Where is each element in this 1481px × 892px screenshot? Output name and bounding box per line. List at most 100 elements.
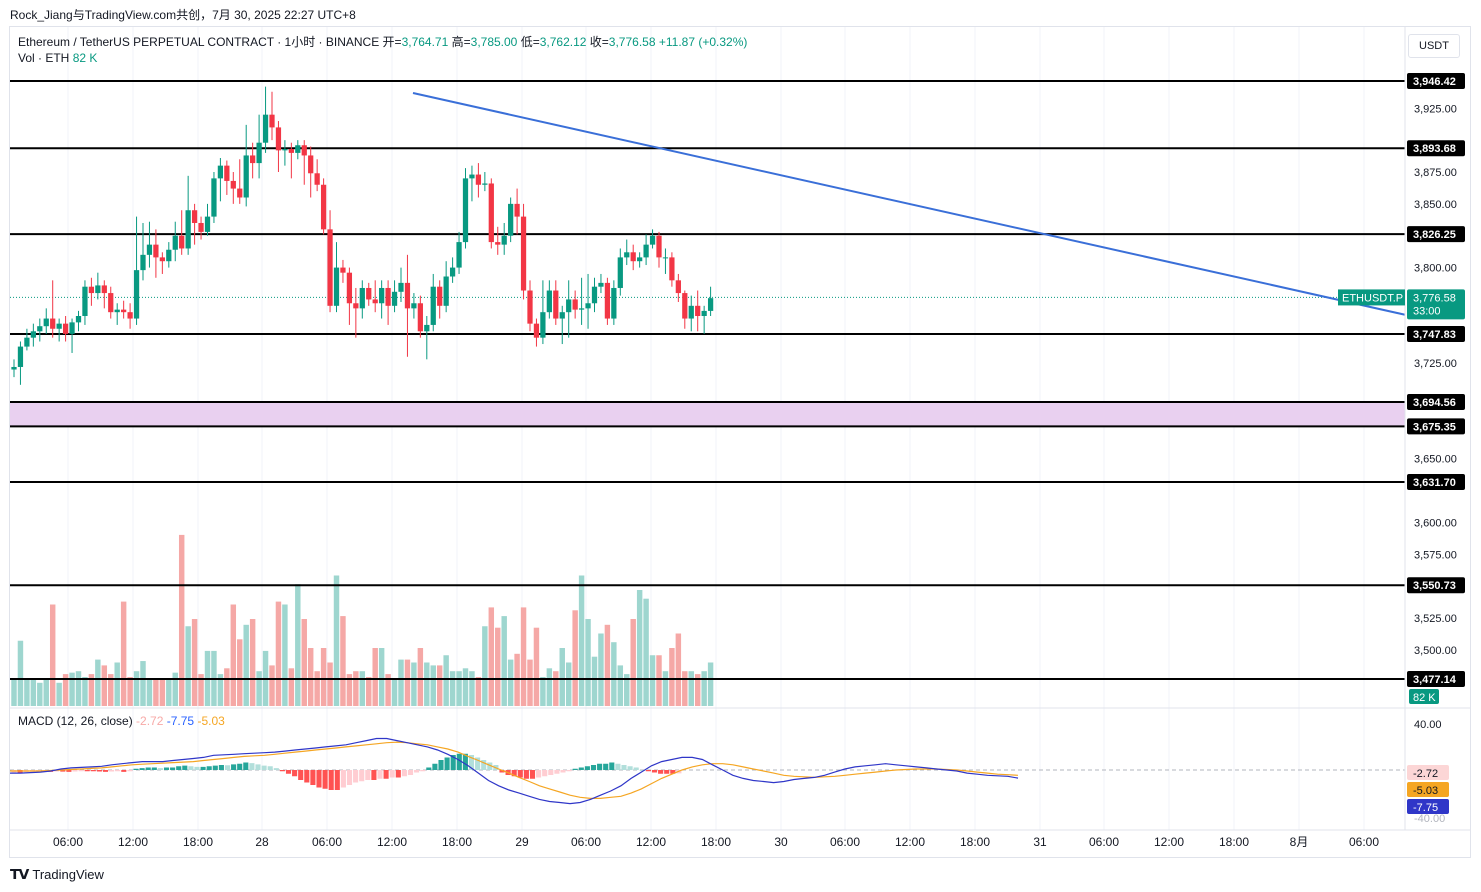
volume-bar bbox=[256, 671, 262, 706]
macd-line-tag-text: -7.75 bbox=[1413, 802, 1438, 814]
candle-body bbox=[56, 323, 62, 329]
volume-bar bbox=[669, 648, 675, 706]
candle-body bbox=[340, 267, 346, 273]
macd-hist-bar bbox=[84, 770, 90, 772]
volume-bar bbox=[37, 682, 43, 706]
high-value: 3,785.00 bbox=[470, 35, 518, 49]
volume-bar bbox=[527, 659, 533, 706]
candle-body bbox=[540, 312, 546, 338]
level-label-text: 3,893.68 bbox=[1413, 143, 1456, 155]
macd-hist-bar bbox=[542, 770, 548, 777]
candle-body bbox=[237, 188, 243, 198]
macd-hist-bar bbox=[353, 770, 359, 783]
low-value: 3,762.12 bbox=[539, 35, 587, 49]
high-label: 高= bbox=[451, 35, 471, 49]
change-value: +11.87 (+0.32%) bbox=[658, 35, 748, 49]
macd-hist-bar bbox=[438, 760, 444, 770]
candle-body bbox=[514, 203, 520, 217]
volume-bar bbox=[88, 674, 95, 706]
macd-hist-bar bbox=[188, 766, 194, 770]
macd-main-line bbox=[10, 737, 1019, 805]
currency-selector[interactable]: USDT bbox=[1408, 34, 1460, 58]
volume-bar bbox=[656, 655, 662, 706]
candle-body bbox=[185, 210, 191, 249]
volume-bar bbox=[243, 624, 249, 706]
candle-body bbox=[269, 114, 275, 128]
macd-hist-bar bbox=[487, 762, 493, 770]
volume-bar bbox=[275, 601, 282, 706]
candle-body bbox=[379, 287, 385, 304]
volume-bar bbox=[630, 619, 636, 706]
macd-hist-bar bbox=[218, 765, 224, 770]
volume-bar bbox=[617, 665, 624, 706]
macd-hist-bar bbox=[407, 770, 414, 775]
macd-hist-bar bbox=[499, 770, 505, 773]
candle-body bbox=[437, 286, 443, 306]
volume-legend: Vol · ETH 82 K bbox=[18, 51, 97, 65]
candle-body bbox=[443, 276, 449, 306]
volume-bar bbox=[649, 655, 656, 706]
candle-body bbox=[707, 298, 714, 311]
candle-body bbox=[243, 155, 249, 198]
candle-body bbox=[359, 287, 365, 309]
candle-body bbox=[566, 299, 572, 313]
candle-body bbox=[301, 145, 307, 156]
candle-body bbox=[288, 149, 294, 153]
time-tick-label: 12:00 bbox=[895, 835, 925, 849]
level-label-text: 3,747.83 bbox=[1413, 329, 1456, 341]
zone-fill bbox=[10, 401, 1405, 427]
time-tick-label: 18:00 bbox=[960, 835, 990, 849]
volume-bar bbox=[346, 674, 353, 706]
macd-hist-bar bbox=[566, 770, 572, 772]
candle-body bbox=[559, 312, 565, 319]
volume-bar bbox=[611, 642, 617, 706]
volume-bar bbox=[166, 679, 172, 706]
level-label-box bbox=[1407, 140, 1465, 157]
macd-hist-bar bbox=[322, 770, 328, 789]
volume-bar bbox=[456, 671, 462, 706]
time-tick-label: 18:00 bbox=[442, 835, 472, 849]
volume-bar bbox=[159, 678, 166, 706]
level-label-text: 3,550.73 bbox=[1413, 580, 1456, 592]
time-tick-label: 06:00 bbox=[830, 835, 860, 849]
symbol-legend: Ethereum / TetherUS PERPETUAL CONTRACT ·… bbox=[18, 34, 747, 51]
volume-bar bbox=[501, 616, 507, 706]
macd-hist-bar bbox=[163, 767, 170, 770]
candle-body bbox=[391, 291, 398, 306]
volume-bar bbox=[17, 640, 24, 706]
price-tick-label: 3,850.00 bbox=[1414, 199, 1457, 211]
macd-hist-bar bbox=[578, 767, 584, 770]
macd-axis-bottom: -40.00 bbox=[1414, 813, 1445, 825]
macd-hist-bar bbox=[109, 770, 115, 772]
price-tick-label: 3,650.00 bbox=[1414, 454, 1457, 466]
macd-hist-bar bbox=[340, 770, 346, 788]
brand-footer[interactable]: 𝗧𝗩 TradingView bbox=[10, 866, 104, 883]
volume-bar bbox=[340, 616, 346, 706]
volume-bar bbox=[295, 584, 301, 706]
grid-lines bbox=[67, 27, 1365, 830]
candle-body bbox=[372, 299, 378, 304]
candle-body bbox=[611, 287, 617, 319]
macd-hist-bar bbox=[102, 770, 109, 772]
low-label: 低= bbox=[520, 35, 540, 49]
candle-body bbox=[88, 286, 95, 294]
candle-body bbox=[133, 270, 140, 319]
candle-body bbox=[624, 252, 630, 258]
candle-body bbox=[346, 272, 353, 304]
time-tick-label: 18:00 bbox=[701, 835, 731, 849]
candle-body bbox=[424, 324, 430, 332]
time-tick-label: 06:00 bbox=[571, 835, 601, 849]
candle-body bbox=[649, 235, 656, 245]
support-zone bbox=[10, 401, 1405, 427]
macd-hist-bar bbox=[78, 770, 84, 772]
volume-bar bbox=[424, 662, 430, 706]
macd-hist-bar bbox=[359, 770, 365, 782]
level-label-text: 3,477.14 bbox=[1413, 674, 1457, 686]
macd-hist-bar bbox=[389, 770, 395, 778]
volume-bar bbox=[288, 668, 295, 706]
candle-body bbox=[101, 285, 107, 294]
macd-hist-bar bbox=[401, 770, 407, 777]
volume-bar bbox=[269, 665, 275, 706]
volume-bar bbox=[643, 598, 649, 706]
